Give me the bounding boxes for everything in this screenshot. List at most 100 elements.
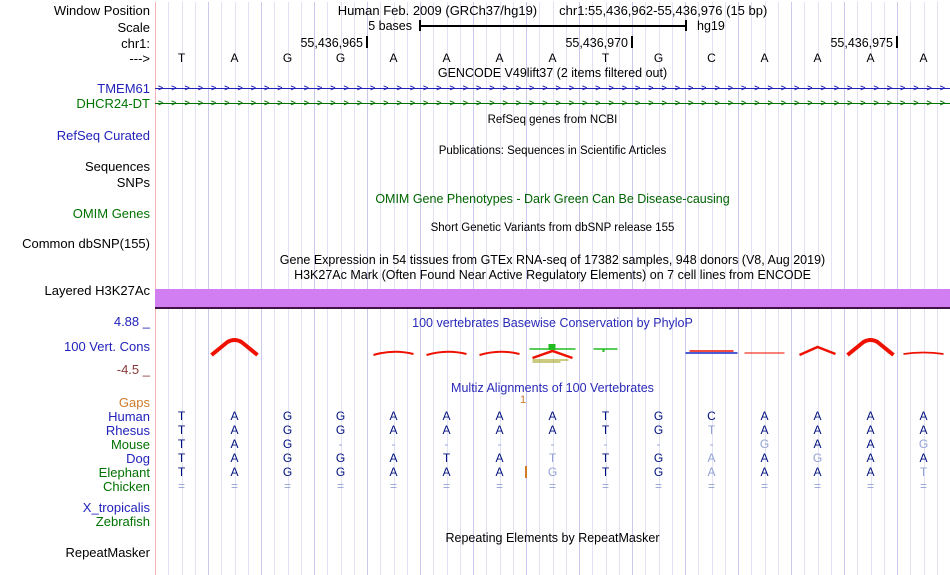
alignment-base: G	[653, 465, 664, 479]
conservation-title[interactable]: 100 vertebrates Basewise Conservation by…	[412, 316, 693, 330]
gene-label-dhcr24-dt[interactable]: DHCR24-DT	[76, 96, 150, 111]
track-label-omim-genes[interactable]: OMIM Genes	[72, 206, 150, 221]
strand-arrow-icon: >	[489, 98, 495, 108]
grid-line	[671, 2, 673, 575]
strand-arrow-icon: >	[370, 83, 376, 93]
track-label-layered-h3k27ac[interactable]: Layered H3K27Ac	[44, 283, 150, 298]
alignment-base: T	[601, 465, 610, 479]
grid-line	[300, 2, 302, 575]
track-label-repeatmasker[interactable]: RepeatMasker	[65, 545, 150, 560]
grid-line	[605, 2, 607, 575]
refseq-message[interactable]: RefSeq genes from NCBI	[487, 114, 618, 126]
strand-arrow-icon: >	[608, 83, 614, 93]
strand-arrow-icon: >	[568, 83, 575, 93]
gene-line[interactable]	[155, 103, 950, 104]
grid-line	[844, 2, 845, 575]
strand-arrow-icon: >	[807, 98, 813, 108]
strand-arrow-icon: >	[913, 83, 919, 93]
strand-arrow-icon: >	[648, 83, 654, 93]
strand-arrow-icon: >	[754, 98, 760, 108]
strand-arrow-icon: >	[542, 83, 548, 93]
track-label-100-vert-cons[interactable]: 100 Vert. Cons	[64, 339, 150, 354]
alignment-base: A	[389, 451, 398, 465]
strand-arrow-icon: >	[767, 98, 773, 108]
repeatmasker-message[interactable]: Repeating Elements by RepeatMasker	[445, 531, 660, 545]
track-label-common-dbsnp[interactable]: Common dbSNP(155)	[22, 236, 150, 251]
dna-base: G	[335, 51, 346, 65]
alignment-base: =	[177, 479, 185, 493]
species-label-rhesus[interactable]: Rhesus	[105, 423, 150, 438]
strand-arrow-icon: >	[926, 98, 932, 108]
alignment-base: T	[177, 409, 186, 423]
conservation-peak	[798, 345, 836, 357]
alignment-base: =	[813, 479, 821, 493]
gene-line[interactable]	[155, 88, 950, 89]
omim-message[interactable]: OMIM Gene Phenotypes - Dark Green Can Be…	[375, 192, 730, 206]
strand-arrow-icon: >	[820, 83, 826, 93]
h3k27ac-message[interactable]: H3K27Ac Mark (Often Found Near Active Re…	[294, 268, 811, 282]
species-label-chicken[interactable]: Chicken	[103, 479, 150, 494]
grid-line	[751, 2, 753, 575]
strand-arrow-icon: >	[343, 98, 349, 108]
species-label-elephant[interactable]: Elephant	[98, 465, 150, 480]
conservation-peak	[373, 350, 414, 356]
publications-message[interactable]: Publications: Sequences in Scientific Ar…	[438, 145, 667, 157]
alignment-base: C	[707, 409, 716, 423]
grid-line	[327, 2, 329, 575]
grid-line	[446, 2, 448, 575]
gene-label-tmem61[interactable]: TMEM61	[97, 81, 150, 96]
track-label-snps[interactable]: SNPs	[116, 175, 150, 190]
alignment-base: G	[547, 465, 558, 479]
strand-arrow-icon: >	[727, 98, 734, 108]
multiz-title[interactable]: Multiz Alignments of 100 Vertebrates	[451, 381, 654, 395]
dbsnp-message[interactable]: Short Genetic Variants from dbSNP releas…	[430, 222, 675, 234]
alignment-base: =	[283, 479, 291, 493]
strand-arrow-icon: >	[780, 83, 787, 93]
alignment-base: A	[230, 465, 239, 479]
strand-arrow-icon: >	[171, 98, 177, 108]
ruler-position-number: 55,436,975	[830, 36, 893, 50]
strand-arrow-icon: >	[330, 98, 336, 108]
species-label-x_tropicalis[interactable]: X_tropicalis	[82, 500, 150, 515]
conservation-plot	[210, 338, 944, 363]
strand-arrow-icon: >	[635, 83, 641, 93]
species-label-human[interactable]: Human	[108, 409, 150, 424]
alignment-base: A	[495, 409, 504, 423]
alignment-base: -	[338, 437, 343, 451]
track-label-refseq-curated[interactable]: RefSeq Curated	[56, 128, 150, 143]
strand-arrow-icon: >	[555, 83, 561, 93]
alignment-base: =	[760, 479, 768, 493]
alignment-base: A	[813, 423, 822, 437]
gtex-message[interactable]: Gene Expression in 54 tissues from GTEx …	[279, 253, 826, 267]
alignment-base: T	[177, 465, 186, 479]
strand-arrow-icon: >	[396, 98, 402, 108]
species-label-dog[interactable]: Dog	[126, 451, 150, 466]
grid-line	[526, 2, 527, 575]
grid-line	[473, 2, 474, 575]
species-label-zebrafish[interactable]: Zebrafish	[95, 514, 150, 529]
alignment-base: A	[813, 437, 822, 451]
strand-arrow-icon: >	[158, 98, 164, 108]
species-label-mouse[interactable]: Mouse	[110, 437, 150, 452]
strand-arrow-icon: >	[714, 98, 720, 108]
alignment-base: A	[866, 451, 875, 465]
track-label-sequences[interactable]: Sequences	[84, 159, 150, 174]
grid-line	[486, 2, 488, 575]
strand-arrow-icon: >	[290, 98, 296, 108]
strand-arrow-icon: >	[383, 98, 389, 108]
header-titles: Human Feb. 2009 (GRCh37/hg19) chr1:55,43…	[155, 3, 950, 18]
conservation-peak	[532, 349, 573, 360]
alignment-base: A	[919, 409, 928, 423]
track-label-gaps[interactable]: Gaps	[118, 395, 150, 410]
gencode-title[interactable]: GENCODE V49lift37 (2 items filtered out)	[437, 66, 668, 80]
alignment-base: A	[919, 423, 928, 437]
strand-arrow-icon: >	[900, 83, 906, 93]
strand-arrow-icon: >	[423, 98, 429, 108]
h3k27ac-signal-bar[interactable]	[155, 289, 950, 309]
grid-line	[221, 2, 223, 575]
grid-line	[208, 2, 209, 575]
grid-line	[618, 2, 620, 575]
alignment-base: G	[335, 423, 346, 437]
strand-arrow-icon: >	[158, 83, 164, 93]
